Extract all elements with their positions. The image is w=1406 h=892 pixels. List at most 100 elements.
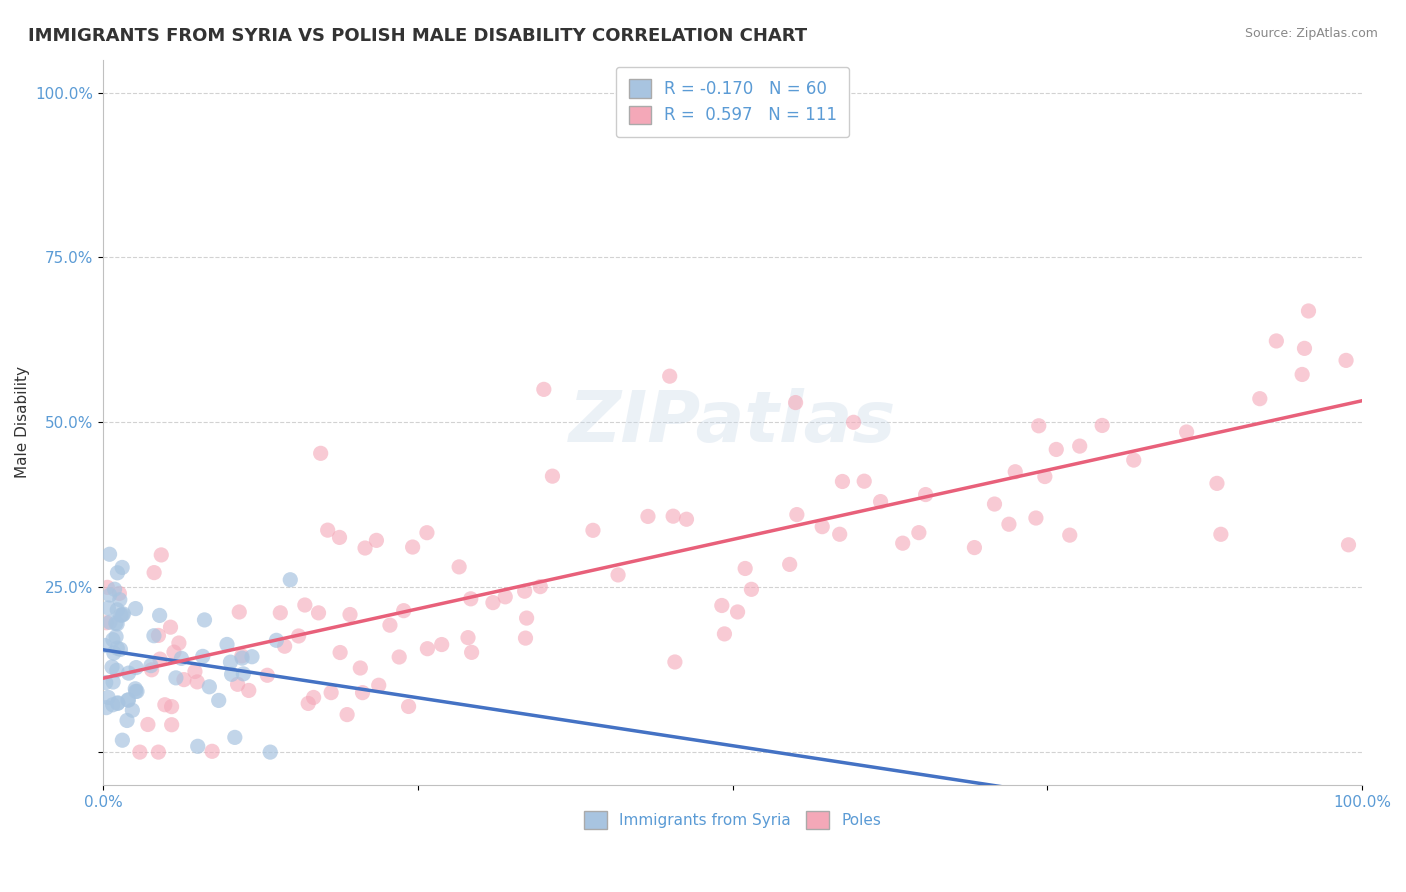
Poles <box>727 605 749 619</box>
Poles <box>529 580 551 594</box>
Poles <box>150 548 173 562</box>
Poles <box>662 509 685 524</box>
Poles <box>367 678 389 692</box>
Poles <box>416 525 439 540</box>
Poles <box>1028 418 1050 433</box>
Poles <box>231 648 253 663</box>
Immigrants from Syria <box>101 675 124 690</box>
Poles <box>1334 353 1357 368</box>
Immigrants from Syria <box>111 608 134 623</box>
Poles <box>457 631 479 645</box>
Poles <box>398 699 420 714</box>
Poles <box>740 582 762 597</box>
Poles <box>516 611 538 625</box>
Immigrants from Syria <box>187 739 209 754</box>
Immigrants from Syria <box>221 667 243 681</box>
Immigrants from Syria <box>142 629 165 643</box>
Immigrants from Syria <box>94 675 117 690</box>
Poles <box>513 584 536 599</box>
Poles <box>842 415 865 429</box>
Immigrants from Syria <box>110 642 132 657</box>
Poles <box>1025 511 1047 525</box>
Poles <box>186 674 208 689</box>
Immigrants from Syria <box>103 646 125 660</box>
Poles <box>1069 439 1091 453</box>
Poles <box>148 745 170 759</box>
Poles <box>167 636 190 650</box>
Poles <box>658 369 681 384</box>
Poles <box>416 641 439 656</box>
Immigrants from Syria <box>105 663 128 677</box>
Poles <box>96 580 118 594</box>
Immigrants from Syria <box>224 731 246 745</box>
Poles <box>1045 442 1067 457</box>
Immigrants from Syria <box>108 592 131 607</box>
Immigrants from Syria <box>215 637 238 651</box>
Poles <box>228 605 250 619</box>
Poles <box>963 541 986 555</box>
Immigrants from Syria <box>110 608 132 623</box>
Immigrants from Syria <box>232 666 254 681</box>
Poles <box>533 383 555 397</box>
Poles <box>339 607 361 622</box>
Poles <box>388 650 411 665</box>
Poles <box>515 631 537 645</box>
Poles <box>607 568 630 582</box>
Poles <box>582 524 605 538</box>
Poles <box>983 497 1005 511</box>
Poles <box>675 512 697 526</box>
Poles <box>302 690 325 705</box>
Poles <box>159 620 181 634</box>
Poles <box>1059 528 1081 542</box>
Poles <box>309 446 332 460</box>
Immigrants from Syria <box>117 693 139 707</box>
Poles <box>482 596 505 610</box>
Poles <box>541 469 564 483</box>
Poles <box>287 629 309 643</box>
Text: ZIPatlas: ZIPatlas <box>569 388 897 457</box>
Poles <box>460 591 482 606</box>
Immigrants from Syria <box>105 603 128 617</box>
Immigrants from Syria <box>124 601 146 615</box>
Immigrants from Syria <box>219 655 242 669</box>
Immigrants from Syria <box>231 651 253 665</box>
Immigrants from Syria <box>98 547 121 561</box>
Poles <box>136 717 159 731</box>
Poles <box>148 628 170 642</box>
Poles <box>163 645 186 659</box>
Poles <box>494 590 516 604</box>
Immigrants from Syria <box>101 698 124 712</box>
Poles <box>160 699 183 714</box>
Poles <box>173 673 195 687</box>
Poles <box>828 527 851 541</box>
Immigrants from Syria <box>101 632 124 647</box>
Poles <box>786 508 808 522</box>
Poles <box>869 494 891 508</box>
Poles <box>664 655 686 669</box>
Poles <box>401 540 423 554</box>
Poles <box>785 395 807 409</box>
Poles <box>734 561 756 575</box>
Immigrants from Syria <box>191 649 214 664</box>
Immigrants from Syria <box>111 560 134 574</box>
Poles <box>273 639 295 653</box>
Immigrants from Syria <box>101 660 124 674</box>
Poles <box>349 661 371 675</box>
Poles <box>853 474 876 488</box>
Poles <box>1249 392 1271 406</box>
Immigrants from Syria <box>125 684 148 698</box>
Text: IMMIGRANTS FROM SYRIA VS POLISH MALE DISABILITY CORRELATION CHART: IMMIGRANTS FROM SYRIA VS POLISH MALE DIS… <box>28 27 807 45</box>
Immigrants from Syria <box>97 690 120 705</box>
Immigrants from Syria <box>107 697 129 711</box>
Immigrants from Syria <box>96 700 118 714</box>
Text: Source: ZipAtlas.com: Source: ZipAtlas.com <box>1244 27 1378 40</box>
Immigrants from Syria <box>97 601 120 615</box>
Poles <box>1122 453 1144 467</box>
Poles <box>269 606 291 620</box>
Poles <box>366 533 388 548</box>
Immigrants from Syria <box>105 641 128 656</box>
Poles <box>1033 469 1056 483</box>
Poles <box>316 523 339 537</box>
Poles <box>128 745 150 759</box>
Immigrants from Syria <box>94 639 117 653</box>
